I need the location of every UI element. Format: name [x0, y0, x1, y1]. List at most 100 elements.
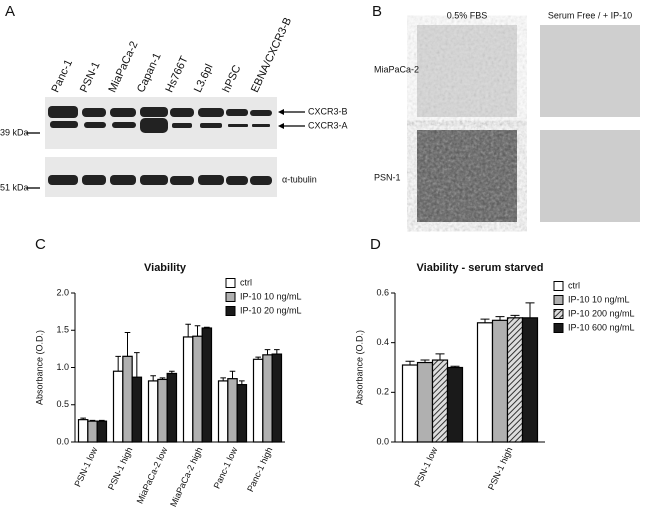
legend-swatch [225, 292, 236, 302]
legend-swatch [553, 295, 564, 305]
bar [87, 420, 98, 443]
error-bar [134, 352, 140, 378]
y-tick-label: 2.0 [56, 287, 69, 297]
x-tick-label: MiaPaCa-2 low [135, 445, 170, 505]
lane-label: PSN-1 [78, 60, 103, 94]
bar [182, 336, 194, 443]
arrowheads [278, 109, 284, 129]
panel-label: B [372, 3, 382, 20]
y-tick-label: 0.4 [376, 337, 389, 347]
y-tick-label: 1.0 [56, 362, 69, 372]
bar [252, 358, 264, 443]
x-tick-label: Panc-1 low [212, 445, 240, 490]
micrograph [540, 130, 640, 222]
x-tick-label: PSN-1 low [412, 445, 439, 488]
panel-label: D [370, 236, 381, 253]
marker-label: 51 kDa [0, 182, 29, 192]
error-bar [264, 349, 271, 355]
chart-title: Viability [144, 262, 187, 274]
bar [192, 335, 203, 443]
bar [476, 322, 494, 443]
legend-label: IP-10 10 ng/mL [240, 291, 302, 301]
legend-swatch [553, 309, 564, 319]
column-label: Serum Free / + IP-10 [548, 10, 632, 20]
bar [446, 366, 464, 443]
y-tick-label: 1.5 [56, 325, 69, 335]
x-tick-label: PSN-1 high [486, 446, 515, 492]
lane-label: hPSC [220, 63, 243, 94]
error-bar [525, 302, 535, 318]
lane-label: EBNA/CXCR3-B [249, 16, 294, 95]
micrograph [540, 25, 640, 117]
bar [147, 380, 159, 443]
legend-swatch [553, 323, 564, 333]
bar [491, 319, 509, 443]
error-bar [150, 375, 156, 381]
micrograph-texture [417, 130, 517, 222]
bar [431, 359, 449, 443]
bar [401, 364, 419, 443]
error-bar [204, 326, 210, 329]
row-label: MiaPaCa-2 [374, 64, 419, 74]
lane-label: L3.6pl [192, 62, 216, 94]
error-bar [450, 365, 460, 368]
column-label: 0.5% FBS [447, 10, 488, 20]
y-tick-label: 0.0 [56, 436, 69, 446]
error-bar [194, 325, 201, 337]
error-bar [80, 417, 86, 420]
error-bar [495, 316, 505, 321]
error-bar [480, 318, 490, 323]
error-bar [99, 419, 105, 422]
error-bar [115, 355, 121, 372]
error-bar [229, 370, 236, 379]
bar [157, 378, 168, 443]
error-bar [169, 370, 175, 374]
y-tick-label: 0.0 [376, 436, 389, 446]
bar [201, 327, 213, 443]
error-bar [274, 349, 280, 355]
error-bar [220, 377, 226, 381]
x-tick-label: PSN-1 low [72, 445, 99, 488]
micrograph-texture [417, 25, 517, 117]
error-bar [124, 331, 131, 357]
y-tick-label: 0.2 [376, 387, 389, 397]
legend-swatch [225, 306, 236, 316]
error-bar [420, 359, 430, 363]
error-bar [185, 323, 191, 337]
bar [112, 370, 124, 443]
bar [262, 354, 273, 443]
band-label: α-tubulin [282, 174, 317, 184]
bar [271, 353, 283, 443]
band-label: CXCR3-A [308, 120, 348, 130]
x-tick-label: PSN-1 high [106, 446, 135, 492]
legend-label: IP-10 20 ng/mL [240, 305, 302, 315]
blot-bands [48, 175, 272, 185]
marker-label: 39 kDa [0, 127, 29, 137]
error-bar [255, 356, 261, 360]
lane-label: Panc-1 [49, 58, 75, 95]
legend-swatch [225, 278, 236, 288]
bar [236, 384, 248, 443]
bar [122, 355, 133, 443]
bar [416, 361, 434, 443]
bar [77, 419, 89, 443]
error-bar [435, 353, 445, 361]
arrows [26, 111, 305, 189]
lane-label: Capan-1 [135, 51, 164, 94]
error-bar [405, 360, 415, 366]
y-tick-label: 0.6 [376, 287, 389, 297]
blot-bands [48, 106, 272, 133]
panel-label: C [35, 236, 46, 253]
bar [227, 378, 238, 443]
legend-label: IP-10 200 ng/mL [568, 308, 635, 318]
bar [506, 317, 524, 443]
error-bar [510, 314, 520, 318]
legend-swatch [553, 281, 564, 291]
legend-label: ctrl [240, 277, 252, 287]
error-bar [89, 419, 96, 422]
chart-title: Viability - serum starved [417, 262, 544, 274]
y-tick-label: 0.5 [56, 399, 69, 409]
row-label: PSN-1 [374, 172, 401, 182]
legend-label: IP-10 600 ng/mL [568, 322, 635, 332]
